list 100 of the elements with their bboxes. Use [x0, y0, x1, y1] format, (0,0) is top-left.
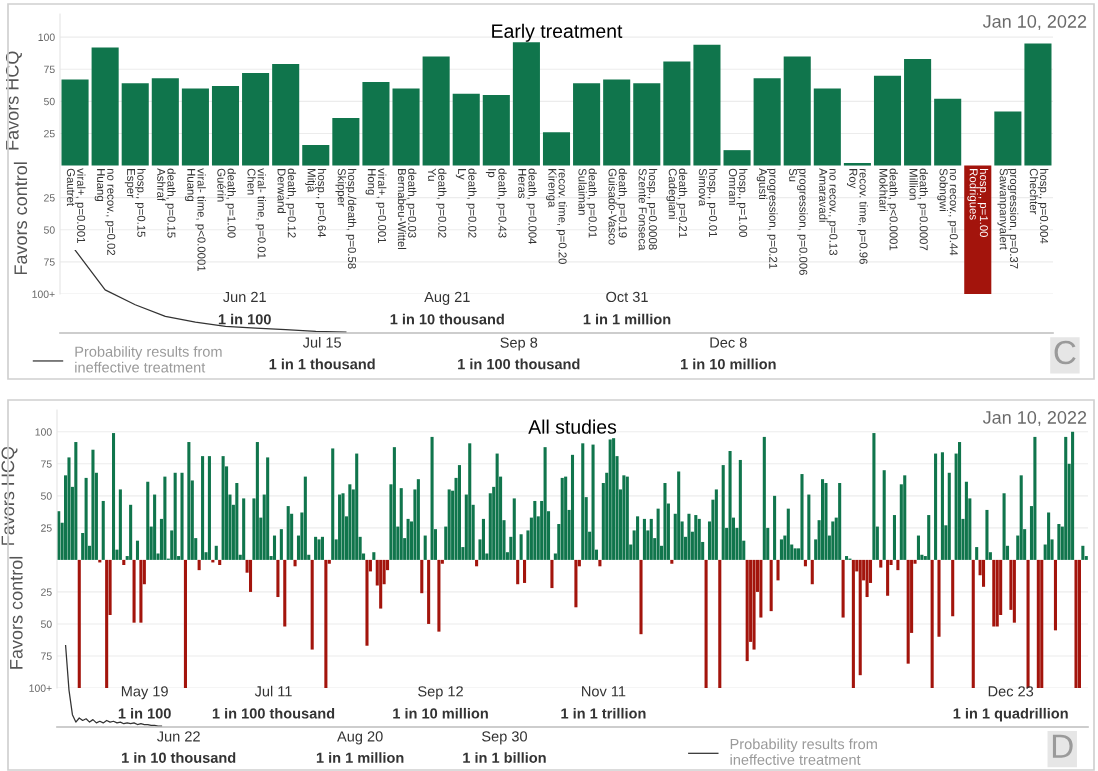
bar	[457, 465, 462, 560]
bar	[153, 494, 157, 560]
y-tick-label: 100	[38, 33, 55, 41]
x-tick-label: Kirenga recov. time, p=0.20	[546, 168, 567, 265]
bar	[495, 453, 499, 560]
bar	[723, 150, 751, 166]
annotation: Sep 12 1 in 10 million	[393, 686, 488, 719]
y-tick-label: 50	[40, 620, 52, 628]
annotation: Nov 11 1 in 1 trillion	[561, 686, 646, 719]
bar	[331, 448, 335, 560]
bar	[218, 559, 222, 566]
x-tick-label: Bernabeu-Wittel death, p=0.03	[397, 168, 417, 250]
bar	[813, 88, 841, 166]
x-tick-label: Heras death, p=0.004	[518, 168, 537, 245]
bar	[74, 442, 78, 560]
x-tick-label: Mokhtari death, p<0.0001	[879, 168, 898, 251]
bar	[793, 548, 797, 560]
x-tick-label: Sawanpanyalert progression, p=0.37	[997, 168, 1019, 269]
bar	[437, 559, 441, 632]
bar	[663, 483, 667, 560]
bar	[642, 518, 646, 560]
bar	[1026, 559, 1030, 688]
bar	[1071, 431, 1075, 560]
bar	[873, 75, 902, 166]
x-tick-label: Szente Fonseca hosp., p=0.0008	[638, 168, 658, 251]
bar	[656, 508, 660, 560]
bar	[800, 474, 804, 560]
annotation: Jul 11 1 in 100 thousand	[212, 685, 335, 719]
bar	[542, 132, 571, 166]
y-axis-title: Favors HCQ	[1, 446, 18, 545]
bar	[266, 457, 270, 560]
bar	[452, 93, 480, 166]
bar	[512, 498, 516, 560]
bar	[762, 436, 766, 560]
bar	[841, 559, 845, 618]
bar	[824, 483, 828, 560]
bar	[598, 559, 602, 567]
bar	[91, 47, 119, 166]
bar	[211, 85, 240, 166]
bar	[348, 484, 352, 560]
bar	[753, 78, 781, 166]
text: Jun 22 1 in 10 thousand	[122, 731, 236, 763]
bar	[519, 534, 523, 560]
bar	[447, 489, 451, 560]
bar	[523, 559, 527, 583]
bar	[423, 535, 427, 560]
chart-title: All studies	[528, 419, 617, 434]
bar	[865, 559, 869, 598]
y-tick-label: 50	[40, 492, 52, 500]
bar	[718, 559, 722, 688]
x-tick-label: Ashraf death, p=0.15	[157, 168, 176, 238]
x-tick-label: Mitjà hosp., p=0.64	[305, 168, 327, 238]
bar	[122, 559, 126, 566]
bar	[843, 162, 871, 166]
bar	[886, 559, 890, 596]
bar	[930, 559, 934, 688]
bar	[332, 118, 360, 166]
bar	[697, 518, 701, 560]
x-tick-label: Huang no recov., p=0.02	[94, 168, 116, 256]
bar	[687, 513, 691, 560]
y-tick-label: 100+	[32, 290, 55, 298]
bar	[773, 495, 777, 560]
bar	[272, 535, 277, 560]
bar	[475, 559, 479, 567]
bar	[392, 88, 420, 166]
bar	[101, 500, 105, 560]
bar	[1012, 559, 1016, 623]
bar	[1077, 559, 1081, 688]
bar	[516, 559, 520, 585]
bar	[934, 98, 962, 166]
x-tick-label: Esper hosp., p=0.15	[124, 168, 146, 237]
bar	[831, 521, 835, 560]
bar	[964, 165, 992, 294]
bar	[314, 536, 318, 560]
bar	[1057, 524, 1061, 560]
bar	[255, 442, 259, 560]
bar	[995, 559, 999, 627]
y-tick-label: 75	[44, 65, 55, 74]
bar	[283, 559, 287, 627]
bar	[992, 559, 996, 627]
bar	[714, 489, 718, 560]
bar	[279, 529, 283, 560]
chart-title: Early treatment	[492, 23, 623, 42]
y-tick-label: 25	[44, 129, 55, 138]
bar	[139, 559, 143, 623]
legend-label: Probability results from ineffective treatment	[75, 346, 222, 373]
bar	[985, 509, 989, 560]
bar	[694, 515, 698, 560]
bar	[603, 79, 631, 166]
y-tick-label: 75	[41, 460, 52, 468]
bar	[752, 559, 756, 650]
x-tick-label: Hong viral+, p=0.001	[365, 168, 387, 243]
y-tick-label: 25	[41, 588, 52, 596]
bar	[341, 493, 345, 560]
bar	[173, 472, 177, 560]
bar	[129, 504, 133, 560]
bar	[362, 82, 390, 166]
y-tick-label: 50	[43, 97, 55, 106]
x-tick-label: Amaravadi no recov., p=0.13	[819, 168, 838, 256]
y-tick-label: 100+	[29, 684, 52, 692]
